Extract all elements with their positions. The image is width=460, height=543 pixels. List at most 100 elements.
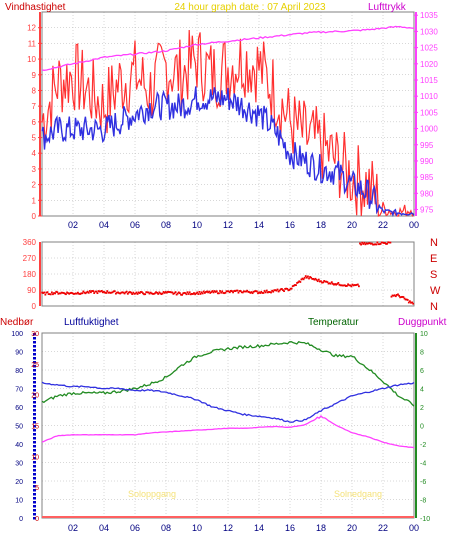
temperature-tick-label: 8 [420,350,424,357]
wind-direction-point [195,292,198,295]
wind-direction-point [220,291,223,294]
wind-direction-point [82,290,85,293]
wind-direction-point [216,292,219,295]
rain-scale-mark [33,493,36,496]
humidity-tick-label: 40 [15,442,23,449]
wind-direction-point [97,290,100,292]
wind-direction-point [172,292,175,295]
wind-direction-point [197,293,200,295]
rain-scale-mark [33,449,36,452]
wind-direction-point [331,282,334,285]
wind-direction-point [403,297,406,300]
wind-direction-point [343,284,346,287]
wind-direction-point [176,292,179,295]
wind-direction-point [189,293,192,296]
wind-direction-point [138,292,141,294]
wind-direction-point [227,290,230,293]
wind-direction-point [347,283,349,286]
wind-direction-point [277,290,280,293]
x-tick-label-top: 08 [161,220,171,230]
rain-scale-mark [33,333,36,336]
wind-direction-point [352,284,355,287]
wind-direction-point [86,290,89,293]
x-tick-label-top: 18 [316,220,326,230]
wind-direction-point [267,291,270,293]
wind-direction-point [120,291,123,294]
wind-direction-point [401,295,404,298]
wind-direction-point [58,292,61,295]
wind-direction-point [123,292,126,295]
humidity-tick-label: 60 [15,405,23,412]
wind-direction-point [154,292,156,295]
wind-direction-point [367,242,370,245]
wind-direction-point [126,292,129,295]
wind-direction-point [167,290,169,293]
rain-scale-mark [33,361,36,364]
wind-direction-point [211,290,214,292]
wind-direction-point [95,290,98,293]
wind-direction-point [152,292,155,295]
wind-direction-point [284,287,287,290]
wind-direction-point [219,290,221,292]
rain-scale-mark [33,453,36,456]
wind-direction-point [171,291,174,294]
temperature-tick-label: 2 [420,405,424,412]
wind-direction-point [325,280,328,283]
wind-direction-point [65,293,67,296]
wind-direction-point [70,291,73,294]
wind-direction-point [224,291,227,294]
wind-direction-point [90,291,92,294]
wind-direction-point [398,294,400,297]
wind-direction-point [74,292,77,295]
wind-direction-point [193,292,195,294]
wind-direction-point [117,291,119,294]
rain-scale-mark [33,433,36,436]
y-left-tick-label: 3 [32,165,37,174]
temperature-tick-label: -8 [420,498,426,505]
x-tick-label-bottom: 10 [192,523,202,533]
wind-direction-point [174,291,177,293]
rain-scale-mark [33,497,36,500]
rain-tick-label: 25 [31,362,39,369]
wind-direction-point [376,241,379,244]
pressure-line [41,25,415,71]
wind-direction-point [221,290,224,293]
dewpoint-label: Duggpunkt [398,317,447,328]
wind-direction-point [289,287,292,290]
wind-direction-point [279,288,282,291]
wind-direction-point [198,290,201,293]
wind-direction-point [248,291,251,294]
y-right-tick-label: 990 [420,157,434,166]
wind-direction-point [188,291,191,294]
wind-direction-point [232,291,234,294]
wind-direction-point [98,290,101,293]
wind-direction-point [264,291,267,294]
wind-direction-point [251,292,254,295]
wind-direction-point [314,277,317,280]
wind-direction-point [192,293,194,295]
x-tick-label-top: 20 [347,220,357,230]
wind-direction-point [372,243,374,246]
wind-direction-point [311,278,314,280]
rain-scale-mark [33,477,36,480]
wind-direction-point [165,291,168,294]
wind-direction-point [386,242,389,245]
wind-direction-point [342,284,345,287]
rain-scale-mark [33,489,36,492]
wind-direction-point [125,290,128,293]
wind-direction-point [310,276,313,279]
wind-direction-point [307,275,309,278]
wind-direction-point [91,290,93,292]
wind-direction-point [356,283,359,286]
wind-direction-point [48,293,51,296]
wind-direction-point [145,291,148,294]
rain-scale-mark [33,405,36,408]
wind-direction-point [360,243,362,246]
y-right-tick-label: 1010 [420,92,438,101]
wind-direction-point [382,242,385,244]
wind-direction-point [285,287,288,290]
wind-direction-point [194,293,196,296]
wind-direction-point [44,293,47,296]
wind-direction-point [209,292,212,294]
y-left-tick-label: 4 [32,149,37,158]
